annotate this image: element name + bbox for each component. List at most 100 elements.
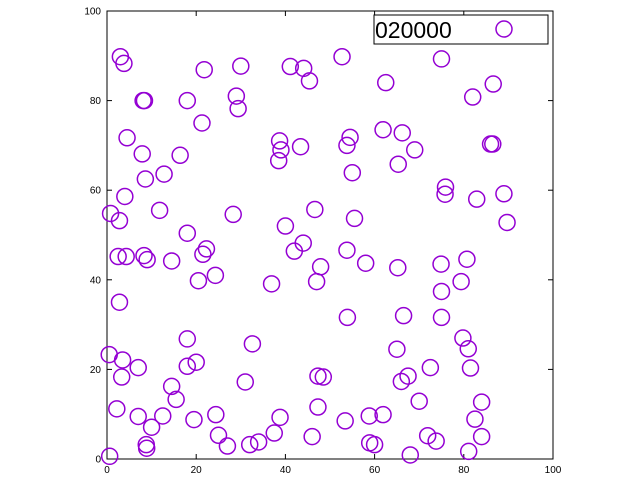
data-point <box>436 185 454 203</box>
data-point <box>461 359 480 377</box>
data-point <box>232 57 250 75</box>
data-point <box>389 155 407 173</box>
data-point <box>109 247 127 266</box>
data-point <box>110 293 129 311</box>
data-point <box>459 340 478 358</box>
data-point <box>135 246 153 265</box>
data-point <box>281 57 300 76</box>
data-point <box>262 275 281 293</box>
data-point <box>206 266 225 285</box>
data-point <box>300 72 319 90</box>
data-point <box>394 306 413 325</box>
data-point <box>150 201 169 220</box>
data-point <box>432 282 451 301</box>
data-point <box>377 73 395 92</box>
data-point <box>197 240 216 258</box>
data-point <box>270 132 289 150</box>
data-point <box>341 128 359 147</box>
x-tick-label: 80 <box>458 465 470 476</box>
legend-marker <box>495 20 513 38</box>
data-point <box>336 412 354 430</box>
x-tick-label: 60 <box>369 465 381 476</box>
data-point <box>187 353 205 371</box>
data-point <box>309 398 327 416</box>
data-point <box>365 435 384 454</box>
data-point <box>154 407 172 425</box>
data-point <box>243 335 262 353</box>
data-point <box>269 151 288 170</box>
data-point <box>129 407 147 426</box>
data-point <box>333 47 351 66</box>
data-point <box>388 340 406 358</box>
data-point <box>171 146 189 165</box>
data-point <box>178 224 197 242</box>
data-point <box>249 433 268 451</box>
data-point <box>458 250 476 268</box>
data-point <box>218 437 237 455</box>
data-point <box>338 136 356 155</box>
data-points <box>100 47 516 466</box>
data-point <box>195 60 213 79</box>
data-point <box>100 447 119 466</box>
data-point <box>389 258 407 277</box>
data-point <box>432 308 451 327</box>
legend-label: 020000 <box>375 17 452 43</box>
data-point <box>189 271 208 290</box>
data-point <box>432 255 450 273</box>
data-point <box>224 205 242 224</box>
data-point <box>178 357 197 376</box>
data-point <box>498 213 516 232</box>
data-point <box>167 390 185 409</box>
y-tick-label: 0 <box>95 455 101 466</box>
data-point <box>410 392 428 410</box>
data-point <box>135 91 154 110</box>
data-point <box>276 217 295 235</box>
data-point <box>452 272 470 291</box>
plot-frame <box>106 10 554 460</box>
data-point <box>466 410 484 428</box>
data-point <box>265 424 283 442</box>
y-tick-label: 40 <box>90 275 102 286</box>
x-tick-label: 100 <box>545 465 562 476</box>
data-point <box>309 367 327 385</box>
data-point <box>162 377 181 396</box>
data-point <box>467 190 486 208</box>
data-point <box>343 163 362 182</box>
data-point <box>207 405 225 424</box>
data-point <box>436 178 455 196</box>
data-point <box>311 258 330 276</box>
data-point <box>236 373 255 391</box>
data-point <box>142 418 161 436</box>
data-point <box>118 129 136 147</box>
y-tick-label: 100 <box>84 7 101 18</box>
data-point <box>136 170 155 188</box>
data-point <box>138 250 156 269</box>
data-point <box>162 252 181 270</box>
data-point <box>418 426 437 445</box>
data-point <box>360 407 378 425</box>
legend: 020000 <box>373 14 549 45</box>
data-point <box>463 88 482 106</box>
data-point <box>306 200 324 219</box>
data-point <box>338 308 357 327</box>
data-point <box>285 242 304 260</box>
data-point <box>291 137 310 156</box>
data-point <box>314 368 333 386</box>
data-point <box>240 435 259 454</box>
data-point <box>117 247 135 266</box>
data-point <box>338 241 356 259</box>
data-point <box>356 254 375 272</box>
data-point <box>393 124 412 142</box>
x-tick-label: 20 <box>191 465 203 476</box>
data-point <box>484 75 502 93</box>
data-point <box>459 442 478 461</box>
data-point <box>137 435 155 454</box>
y-tick-label: 80 <box>90 96 102 107</box>
data-point <box>110 211 129 230</box>
data-point <box>116 187 134 206</box>
data-point <box>472 427 491 446</box>
data-point <box>137 439 156 457</box>
data-point <box>194 245 212 264</box>
data-point <box>229 99 247 118</box>
y-tick-label: 60 <box>90 186 102 197</box>
